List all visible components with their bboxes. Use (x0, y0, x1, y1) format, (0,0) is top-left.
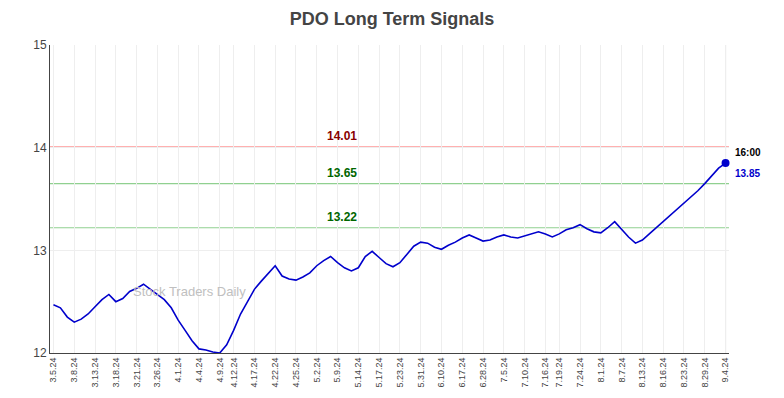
svg-text:5.23.24: 5.23.24 (395, 358, 405, 388)
svg-text:PDO Long Term Signals: PDO Long Term Signals (290, 9, 495, 29)
svg-text:4.25.24: 4.25.24 (291, 358, 301, 388)
svg-text:5.9.24: 5.9.24 (332, 358, 342, 383)
svg-text:15: 15 (33, 38, 47, 52)
svg-text:4.17.24: 4.17.24 (249, 358, 259, 388)
svg-text:4.9.24: 4.9.24 (215, 358, 225, 383)
svg-text:4.22.24: 4.22.24 (270, 358, 280, 388)
svg-text:8.13.24: 8.13.24 (637, 358, 647, 388)
svg-text:6.17.24: 6.17.24 (457, 358, 467, 388)
svg-text:8.29.24: 8.29.24 (700, 358, 710, 388)
svg-text:5.14.24: 5.14.24 (353, 358, 363, 388)
svg-text:Stock Traders Daily: Stock Traders Daily (133, 284, 246, 299)
svg-text:7.24.24: 7.24.24 (575, 358, 585, 388)
svg-text:3.13.24: 3.13.24 (90, 358, 100, 388)
svg-text:16:00: 16:00 (735, 147, 761, 158)
svg-text:5.31.24: 5.31.24 (416, 358, 426, 388)
svg-text:13: 13 (33, 244, 47, 258)
svg-text:3.18.24: 3.18.24 (111, 358, 121, 388)
svg-text:7.19.24: 7.19.24 (554, 358, 564, 388)
svg-text:3.8.24: 3.8.24 (69, 358, 79, 383)
svg-text:13.22: 13.22 (327, 210, 357, 224)
svg-text:14: 14 (33, 141, 47, 155)
svg-text:3.21.24: 3.21.24 (132, 358, 142, 388)
svg-text:3.5.24: 3.5.24 (48, 358, 58, 383)
svg-text:13.85: 13.85 (735, 168, 760, 179)
svg-text:7.10.24: 7.10.24 (520, 358, 530, 388)
svg-text:13.65: 13.65 (327, 166, 357, 180)
svg-text:3.26.24: 3.26.24 (152, 358, 162, 388)
svg-text:9.4.24: 9.4.24 (720, 358, 730, 383)
svg-text:8.23.24: 8.23.24 (679, 358, 689, 388)
svg-text:4.4.24: 4.4.24 (194, 358, 204, 383)
svg-text:6.28.24: 6.28.24 (478, 358, 488, 388)
svg-text:4.1.24: 4.1.24 (173, 358, 183, 383)
svg-text:12: 12 (33, 346, 47, 360)
svg-text:4.12.24: 4.12.24 (229, 358, 239, 388)
svg-text:5.17.24: 5.17.24 (374, 358, 384, 388)
svg-text:6.10.24: 6.10.24 (436, 358, 446, 388)
svg-text:8.7.24: 8.7.24 (617, 358, 627, 383)
svg-text:7.16.24: 7.16.24 (540, 358, 550, 388)
svg-text:8.1.24: 8.1.24 (596, 358, 606, 383)
svg-text:8.16.24: 8.16.24 (658, 358, 668, 388)
svg-text:5.2.24: 5.2.24 (312, 358, 322, 383)
svg-text:14.01: 14.01 (327, 129, 357, 143)
svg-text:7.5.24: 7.5.24 (499, 358, 509, 383)
